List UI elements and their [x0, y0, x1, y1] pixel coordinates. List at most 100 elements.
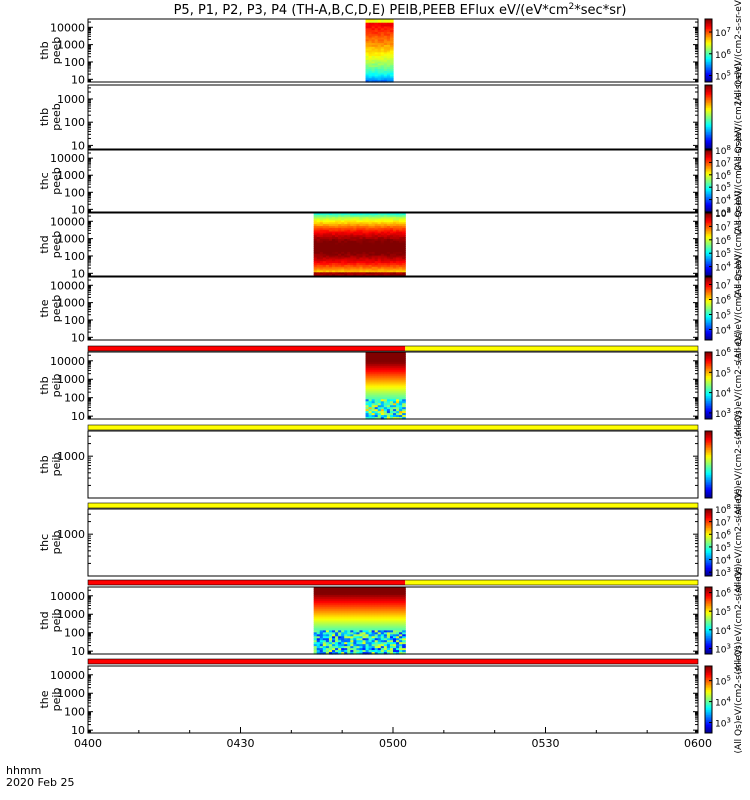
spectrogram-cell — [399, 594, 403, 598]
colorbar-segment — [705, 482, 712, 486]
spectrogram-cell — [393, 415, 397, 418]
spectrogram-cell — [322, 237, 327, 240]
colorbar-segment — [705, 390, 712, 393]
spectrogram-cell — [374, 387, 379, 391]
spectrogram-cell — [389, 610, 394, 614]
spectrogram-cell — [313, 644, 318, 647]
spectrogram-cell — [402, 407, 406, 410]
colorbar-segment — [705, 22, 712, 25]
spectrogram-cell — [350, 650, 354, 653]
spectrogram-cell — [380, 214, 385, 218]
spectrogram-cell — [374, 587, 379, 590]
spectrogram-cell — [322, 604, 327, 608]
panel-label-probe: thb — [38, 376, 51, 394]
spectrogram-cell — [380, 395, 385, 398]
spectrogram-cell — [383, 76, 388, 79]
spectrogram-cell — [319, 255, 324, 259]
spectrogram-cell — [374, 52, 379, 55]
spectrogram-cell — [335, 244, 339, 247]
spectrogram-cell — [368, 63, 373, 66]
spectrogram-cell — [374, 355, 379, 359]
spectrogram-cell — [396, 363, 400, 367]
spectrogram-cell — [362, 648, 367, 651]
spectrogram-cell — [325, 600, 330, 604]
spectrogram-cell — [402, 222, 406, 225]
spectrogram-cell — [389, 237, 394, 240]
spectrogram-cell — [335, 602, 339, 606]
spectrogram-cell — [362, 644, 367, 647]
spectrogram-cell — [356, 259, 361, 262]
spectrogram-cell — [368, 650, 373, 653]
spectrogram-cell — [377, 251, 382, 255]
spectrogram-cell — [319, 263, 324, 266]
colorbar-segment — [705, 319, 712, 322]
spectrogram-cell — [362, 242, 367, 246]
spectrogram-cell — [368, 395, 373, 398]
spectrogram-cell — [380, 588, 385, 592]
spectrogram-cell — [389, 598, 394, 602]
spectrogram-cell — [386, 600, 391, 604]
spectrogram-cell — [335, 238, 339, 242]
spectrogram-cell — [335, 604, 339, 608]
spectrogram-cell — [328, 592, 333, 596]
colorbar-segment — [705, 225, 712, 228]
spectrogram-cell — [383, 596, 388, 600]
spectrogram-cell — [396, 409, 400, 412]
colorbar-segment — [705, 47, 712, 50]
colorbar-segment — [705, 647, 712, 650]
spectrogram-cell — [389, 638, 394, 641]
spectrogram-cell — [362, 588, 367, 592]
colorbar-tick-label: 103 — [715, 206, 731, 219]
spectrogram-cell — [383, 250, 388, 253]
spectrogram-cell — [380, 417, 385, 420]
colorbar-segment — [705, 244, 712, 247]
spectrogram-cell — [332, 263, 336, 266]
colorbar-title: (All Qs)eV/(cm2-s-sr-eV) — [734, 255, 744, 363]
colorbar-segment — [705, 437, 712, 440]
spectrogram-cell — [402, 646, 406, 649]
spectrogram-cell — [380, 389, 385, 393]
spectrogram-cell — [368, 600, 373, 604]
spectrogram-cell — [356, 248, 361, 251]
colorbar-segment — [705, 667, 712, 670]
spectrogram-cell — [383, 355, 388, 359]
spectrogram-cell — [362, 253, 367, 257]
spectrogram-cell — [399, 587, 403, 590]
spectrogram-cell — [389, 587, 394, 590]
spectrogram-cell — [386, 602, 391, 606]
spectrogram-cell — [396, 614, 400, 618]
spectrogram-cell — [389, 355, 394, 359]
spectrogram-cell — [383, 608, 388, 612]
spectrogram-cell — [332, 238, 336, 242]
spectrogram-cell — [371, 373, 376, 377]
spectrogram-cell — [328, 214, 333, 218]
colorbar-segment — [705, 697, 712, 700]
spectrogram-cell — [365, 263, 370, 266]
colorbar-segment — [705, 292, 712, 295]
spectrogram-cell — [393, 246, 397, 249]
spectrogram-cell — [322, 264, 327, 268]
spectrogram-cell — [377, 70, 382, 74]
spectrogram-cell — [389, 393, 394, 396]
colorbar-segment — [705, 650, 712, 653]
spectrogram-cell — [322, 250, 327, 253]
spectrogram-cell — [365, 270, 370, 273]
spectrogram-cell — [353, 644, 357, 647]
spectrogram-cell — [316, 233, 321, 236]
spectrogram-cell — [386, 622, 391, 626]
colorbar-segment — [705, 711, 712, 714]
spectrogram-cell — [350, 648, 354, 651]
spectrogram-cell — [383, 263, 388, 266]
spectrogram-cell — [386, 37, 391, 40]
colorbar-segment — [705, 410, 712, 413]
colorbar-tick-label: 104 — [715, 387, 731, 400]
spectrogram-cell — [350, 213, 354, 216]
colorbar-segment — [705, 593, 712, 596]
colorbar-segment — [705, 671, 712, 674]
colorbar-segment — [705, 118, 712, 121]
spectrogram-cell — [402, 251, 406, 255]
spectrogram-cell — [402, 237, 406, 240]
colorbar-segment — [705, 408, 712, 412]
spectrogram-cell — [338, 233, 342, 236]
spectrogram-cell — [368, 397, 373, 400]
